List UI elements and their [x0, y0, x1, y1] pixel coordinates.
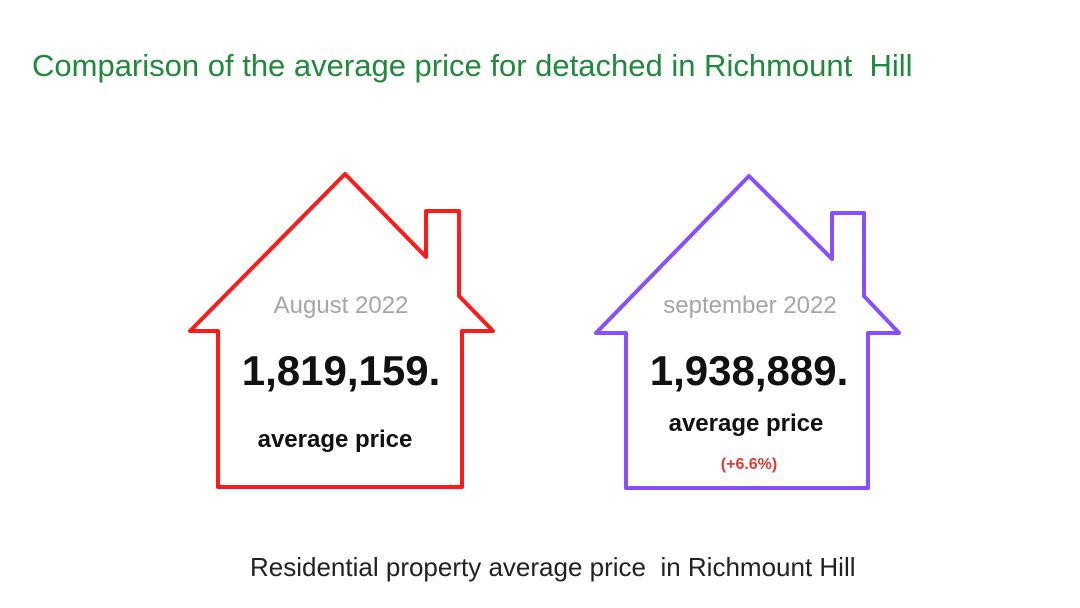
- house-month-september: september 2022: [663, 292, 837, 319]
- house-outline-september: [594, 174, 901, 490]
- house-change-september: (+6.6%): [720, 456, 778, 473]
- house-month-august: August 2022: [273, 292, 409, 319]
- page-title: Comparison of the average price for deta…: [32, 48, 913, 83]
- footer-caption: Residential property average price in Ri…: [250, 552, 856, 582]
- house-outline-august: [188, 172, 495, 489]
- house-price-august: 1,819,159.: [241, 347, 441, 394]
- house-caption-august: average price: [257, 426, 413, 453]
- house-caption-september: average price: [668, 410, 824, 437]
- house-price-september: 1,938,889.: [649, 347, 849, 394]
